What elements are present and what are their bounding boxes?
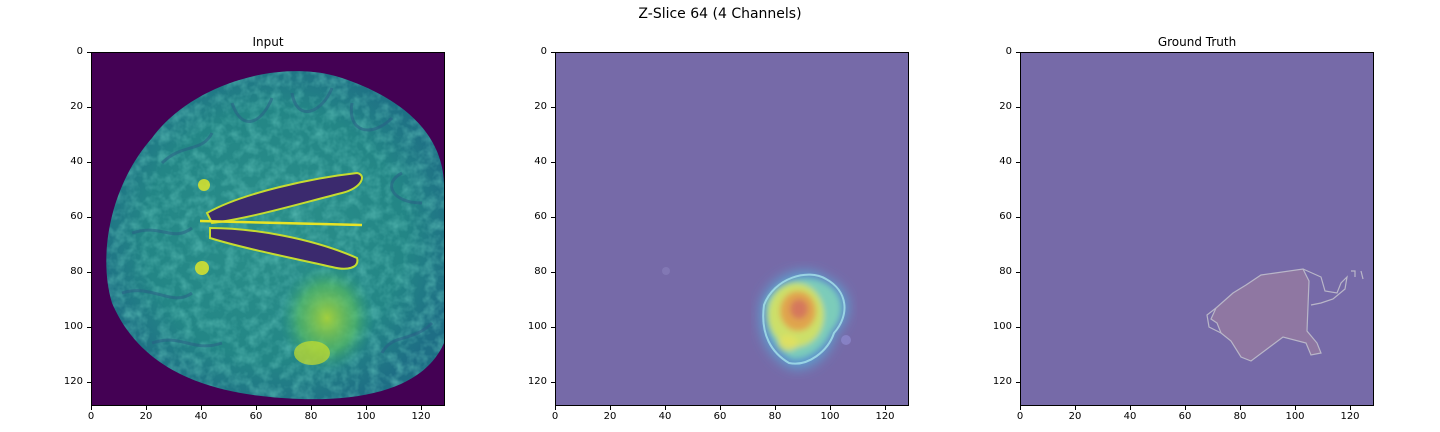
x-tickmark <box>146 406 147 410</box>
y-tickmark <box>87 382 91 383</box>
x-tick-label: 60 <box>713 411 727 422</box>
ground-truth-mask <box>1021 53 1373 405</box>
y-tickmark <box>1016 107 1020 108</box>
y-tick-label: 20 <box>534 101 547 112</box>
y-tickmark <box>87 217 91 218</box>
x-tickmark <box>665 406 666 410</box>
y-tickmark <box>1016 217 1020 218</box>
x-tickmark <box>610 406 611 410</box>
x-tickmark <box>775 406 776 410</box>
x-tick-label: 80 <box>1233 411 1247 422</box>
x-tickmark <box>1075 406 1076 410</box>
x-tick-label: 80 <box>304 411 318 422</box>
y-tick-label: 0 <box>540 46 547 57</box>
x-tickmark <box>1295 406 1296 410</box>
x-tickmark <box>91 406 92 410</box>
y-tickmark <box>1016 272 1020 273</box>
y-tickmark <box>87 327 91 328</box>
y-tickmark <box>551 382 555 383</box>
y-tick-label: 120 <box>527 376 547 387</box>
x-tickmark <box>830 406 831 410</box>
x-tickmark <box>1240 406 1241 410</box>
x-tick-label: 120 <box>411 411 431 422</box>
x-tickmark <box>1130 406 1131 410</box>
y-tickmark <box>551 217 555 218</box>
figure-title: Z-Slice 64 (4 Channels) <box>638 6 802 22</box>
x-tickmark <box>885 406 886 410</box>
y-tick-label: 20 <box>999 101 1012 112</box>
y-tick-label: 100 <box>63 321 83 332</box>
x-tick-label: 20 <box>1068 411 1082 422</box>
y-tick-label: 0 <box>1005 46 1012 57</box>
input-image-panel <box>91 52 445 406</box>
y-tick-label: 60 <box>70 211 83 222</box>
y-tickmark <box>1016 52 1020 53</box>
x-tickmark <box>555 406 556 410</box>
x-tick-label: 40 <box>194 411 208 422</box>
x-tick-label: 0 <box>87 411 95 422</box>
y-tickmark <box>87 162 91 163</box>
y-tickmark <box>551 52 555 53</box>
y-tick-label: 40 <box>999 156 1012 167</box>
y-tickmark <box>87 52 91 53</box>
x-tick-label: 20 <box>139 411 153 422</box>
x-tick-label: 40 <box>1123 411 1137 422</box>
x-tickmark <box>720 406 721 410</box>
y-tickmark <box>551 107 555 108</box>
y-tick-label: 120 <box>63 376 83 387</box>
y-tick-label: 80 <box>999 266 1012 277</box>
y-tickmark <box>1016 327 1020 328</box>
y-tick-label: 60 <box>534 211 547 222</box>
y-tickmark <box>1016 382 1020 383</box>
x-tick-label: 60 <box>249 411 263 422</box>
x-tick-label: 60 <box>1178 411 1192 422</box>
x-tickmark <box>311 406 312 410</box>
x-tick-label: 0 <box>551 411 559 422</box>
y-tickmark <box>87 272 91 273</box>
y-tickmark <box>551 327 555 328</box>
y-tick-label: 40 <box>534 156 547 167</box>
y-tickmark <box>551 272 555 273</box>
x-tickmark <box>1350 406 1351 410</box>
y-tick-label: 100 <box>992 321 1012 332</box>
y-tick-label: 0 <box>76 46 83 57</box>
panel-title-ground-truth: Ground Truth <box>1157 35 1237 49</box>
x-tickmark <box>1020 406 1021 410</box>
x-tickmark <box>366 406 367 410</box>
x-tick-label: 20 <box>603 411 617 422</box>
prediction-heatmap-panel <box>555 52 909 406</box>
x-tick-label: 80 <box>768 411 782 422</box>
x-tickmark <box>256 406 257 410</box>
y-tick-label: 80 <box>534 266 547 277</box>
x-tick-label: 120 <box>1340 411 1360 422</box>
x-tick-label: 100 <box>820 411 840 422</box>
y-tick-label: 60 <box>999 211 1012 222</box>
ground-truth-mask-panel <box>1020 52 1374 406</box>
x-tickmark <box>1185 406 1186 410</box>
x-tick-label: 100 <box>1285 411 1305 422</box>
x-tickmark <box>421 406 422 410</box>
x-tick-label: 100 <box>356 411 376 422</box>
x-tick-label: 0 <box>1016 411 1024 422</box>
prediction-heatmap <box>556 53 908 405</box>
y-tick-label: 80 <box>70 266 83 277</box>
y-tickmark <box>1016 162 1020 163</box>
y-tick-label: 100 <box>527 321 547 332</box>
x-tick-label: 120 <box>875 411 895 422</box>
panel-title-input: Input <box>252 35 284 49</box>
y-tick-label: 20 <box>70 101 83 112</box>
y-tick-label: 40 <box>70 156 83 167</box>
x-tickmark <box>201 406 202 410</box>
y-tickmark <box>87 107 91 108</box>
x-tick-label: 40 <box>658 411 672 422</box>
y-tickmark <box>551 162 555 163</box>
input-mri-image <box>92 53 444 405</box>
y-tick-label: 120 <box>992 376 1012 387</box>
